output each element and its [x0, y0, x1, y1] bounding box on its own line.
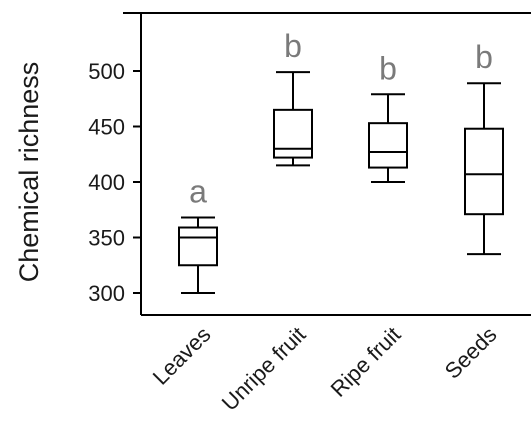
y-tick-label: 500 — [88, 59, 125, 84]
box-leaves: a — [178, 174, 218, 294]
box-ripe-fruit: b — [368, 50, 408, 183]
category-label: Leaves — [148, 322, 216, 390]
iqr-box — [273, 108, 313, 159]
category-label: Ripe fruit — [326, 322, 406, 402]
plot-frame — [123, 12, 531, 316]
y-tick-label: 300 — [88, 281, 125, 306]
y-tick-label: 350 — [88, 226, 125, 251]
y-tick-label: 450 — [88, 115, 125, 140]
iqr-box — [368, 122, 408, 169]
iqr-box — [178, 226, 218, 267]
significance-letter: b — [284, 28, 302, 64]
box-seeds: b — [464, 39, 504, 256]
y-tick-label: 400 — [88, 170, 125, 195]
significance-letter: b — [379, 50, 397, 86]
y-axis-title: Chemical richness — [14, 62, 44, 283]
category-labels: Leaves Unripe fruit Ripe fruit Seeds — [148, 322, 502, 416]
box-unripe-fruit: b — [273, 28, 313, 167]
category-label: Seeds — [440, 322, 502, 384]
y-axis-ticks: 300 350 400 450 500 — [88, 59, 141, 306]
significance-letter: a — [189, 174, 207, 210]
iqr-box — [464, 127, 504, 216]
boxes-group: a b b b — [178, 28, 504, 294]
significance-letter: b — [475, 39, 493, 75]
category-label: Unripe fruit — [217, 322, 311, 416]
